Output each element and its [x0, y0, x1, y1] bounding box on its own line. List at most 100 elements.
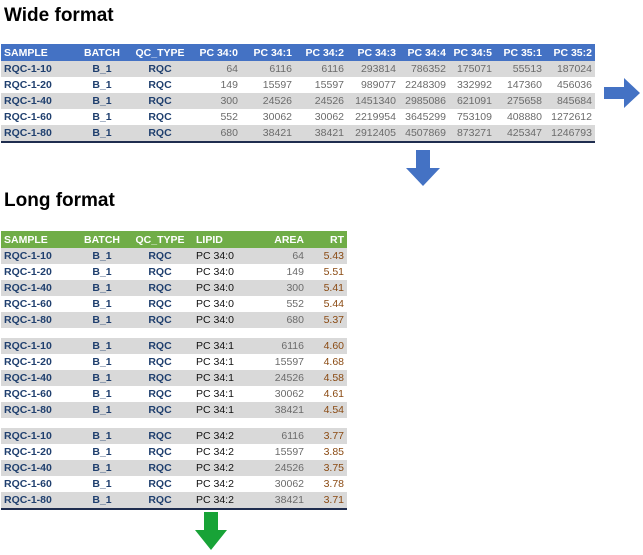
table-cell[interactable]: 5.41: [323, 282, 344, 294]
table-cell[interactable]: 5.37: [323, 314, 344, 326]
column-header[interactable]: PC 34:5: [453, 46, 492, 59]
table-cell[interactable]: 4.68: [323, 356, 344, 368]
table-cell[interactable]: RQC-1-10: [4, 63, 52, 75]
table-cell[interactable]: 3.71: [323, 494, 344, 506]
table-cell[interactable]: RQC: [148, 478, 172, 490]
table-cell[interactable]: 275658: [506, 95, 542, 107]
table-cell[interactable]: 425347: [506, 127, 542, 139]
table-cell[interactable]: 15597: [274, 446, 304, 458]
table-cell[interactable]: 15597: [274, 356, 304, 368]
table-cell[interactable]: 64: [226, 63, 238, 75]
table-cell[interactable]: RQC: [148, 494, 172, 506]
table-cell[interactable]: PC 34:1: [196, 388, 234, 400]
table-cell[interactable]: 6116: [269, 63, 292, 75]
table-cell[interactable]: 3645299: [405, 111, 446, 123]
table-cell[interactable]: RQC: [148, 356, 172, 368]
column-header[interactable]: PC 34:3: [357, 46, 396, 59]
column-header[interactable]: SAMPLE: [4, 46, 48, 59]
table-cell[interactable]: 4.61: [323, 388, 344, 400]
table-cell[interactable]: B_1: [92, 250, 112, 262]
table-cell[interactable]: 6116: [281, 340, 304, 352]
table-cell[interactable]: PC 34:0: [196, 282, 234, 294]
table-cell[interactable]: PC 34:0: [196, 266, 234, 278]
column-header[interactable]: LIPID: [196, 233, 223, 246]
table-cell[interactable]: RQC: [148, 372, 172, 384]
table-cell[interactable]: RQC-1-40: [4, 95, 52, 107]
table-cell[interactable]: 147360: [506, 79, 542, 91]
table-cell[interactable]: 24526: [274, 372, 304, 384]
table-cell[interactable]: RQC-1-60: [4, 388, 52, 400]
table-cell[interactable]: 175071: [456, 63, 492, 75]
table-cell[interactable]: RQC-1-20: [4, 446, 52, 458]
table-cell[interactable]: B_1: [92, 282, 112, 294]
table-cell[interactable]: RQC: [148, 95, 172, 107]
table-cell[interactable]: RQC-1-40: [4, 282, 52, 294]
table-cell[interactable]: B_1: [92, 314, 112, 326]
table-cell[interactable]: 24526: [262, 95, 292, 107]
table-cell[interactable]: RQC-1-60: [4, 111, 52, 123]
table-cell[interactable]: 6116: [281, 430, 304, 442]
table-cell[interactable]: 845684: [556, 95, 592, 107]
table-cell[interactable]: RQC-1-40: [4, 372, 52, 384]
table-cell[interactable]: 552: [220, 111, 238, 123]
table-cell[interactable]: PC 34:0: [196, 314, 234, 326]
table-cell[interactable]: 24526: [274, 462, 304, 474]
column-header[interactable]: AREA: [274, 233, 304, 246]
table-cell[interactable]: RQC: [148, 79, 172, 91]
table-cell[interactable]: PC 34:1: [196, 404, 234, 416]
table-cell[interactable]: 4.58: [323, 372, 344, 384]
table-cell[interactable]: B_1: [92, 111, 112, 123]
table-cell[interactable]: B_1: [92, 356, 112, 368]
column-header[interactable]: PC 34:1: [253, 46, 292, 59]
table-cell[interactable]: RQC-1-80: [4, 314, 52, 326]
table-cell[interactable]: RQC: [148, 462, 172, 474]
table-cell[interactable]: 30062: [274, 478, 304, 490]
table-cell[interactable]: RQC-1-20: [4, 79, 52, 91]
table-cell[interactable]: 5.43: [323, 250, 344, 262]
table-cell[interactable]: 2248309: [405, 79, 446, 91]
table-cell[interactable]: RQC-1-60: [4, 298, 52, 310]
table-cell[interactable]: 332992: [456, 79, 492, 91]
table-cell[interactable]: 64: [292, 250, 304, 262]
table-cell[interactable]: B_1: [92, 340, 112, 352]
table-cell[interactable]: 3.85: [323, 446, 344, 458]
table-cell[interactable]: 30062: [314, 111, 344, 123]
column-header[interactable]: QC_TYPE: [135, 233, 185, 246]
table-cell[interactable]: RQC-1-10: [4, 340, 52, 352]
table-cell[interactable]: B_1: [92, 462, 112, 474]
table-cell[interactable]: 680: [220, 127, 238, 139]
table-cell[interactable]: 55513: [512, 63, 542, 75]
table-cell[interactable]: B_1: [92, 388, 112, 400]
table-cell[interactable]: 38421: [262, 127, 292, 139]
table-cell[interactable]: RQC: [148, 250, 172, 262]
column-header[interactable]: PC 34:4: [407, 46, 446, 59]
table-cell[interactable]: 5.51: [323, 266, 344, 278]
table-cell[interactable]: 5.44: [323, 298, 344, 310]
table-cell[interactable]: RQC: [148, 127, 172, 139]
table-cell[interactable]: B_1: [92, 404, 112, 416]
table-cell[interactable]: RQC-1-40: [4, 462, 52, 474]
table-cell[interactable]: B_1: [92, 446, 112, 458]
table-cell[interactable]: RQC: [148, 430, 172, 442]
column-header[interactable]: PC 34:0: [199, 46, 238, 59]
table-cell[interactable]: B_1: [92, 430, 112, 442]
table-cell[interactable]: PC 34:1: [196, 372, 234, 384]
table-cell[interactable]: 621091: [456, 95, 492, 107]
column-header[interactable]: BATCH: [84, 46, 120, 59]
table-cell[interactable]: RQC: [148, 63, 172, 75]
table-cell[interactable]: RQC: [148, 314, 172, 326]
table-cell[interactable]: B_1: [92, 79, 112, 91]
table-cell[interactable]: RQC: [148, 446, 172, 458]
table-cell[interactable]: PC 34:0: [196, 250, 234, 262]
table-cell[interactable]: RQC-1-10: [4, 250, 52, 262]
table-cell[interactable]: RQC-1-10: [4, 430, 52, 442]
table-cell[interactable]: 38421: [274, 404, 304, 416]
table-cell[interactable]: 300: [220, 95, 238, 107]
table-cell[interactable]: 4507869: [405, 127, 446, 139]
table-cell[interactable]: 1246793: [551, 127, 592, 139]
table-cell[interactable]: 15597: [262, 79, 292, 91]
table-cell[interactable]: 293814: [360, 63, 396, 75]
table-cell[interactable]: 187024: [556, 63, 592, 75]
table-cell[interactable]: 24526: [314, 95, 344, 107]
table-cell[interactable]: 300: [286, 282, 304, 294]
